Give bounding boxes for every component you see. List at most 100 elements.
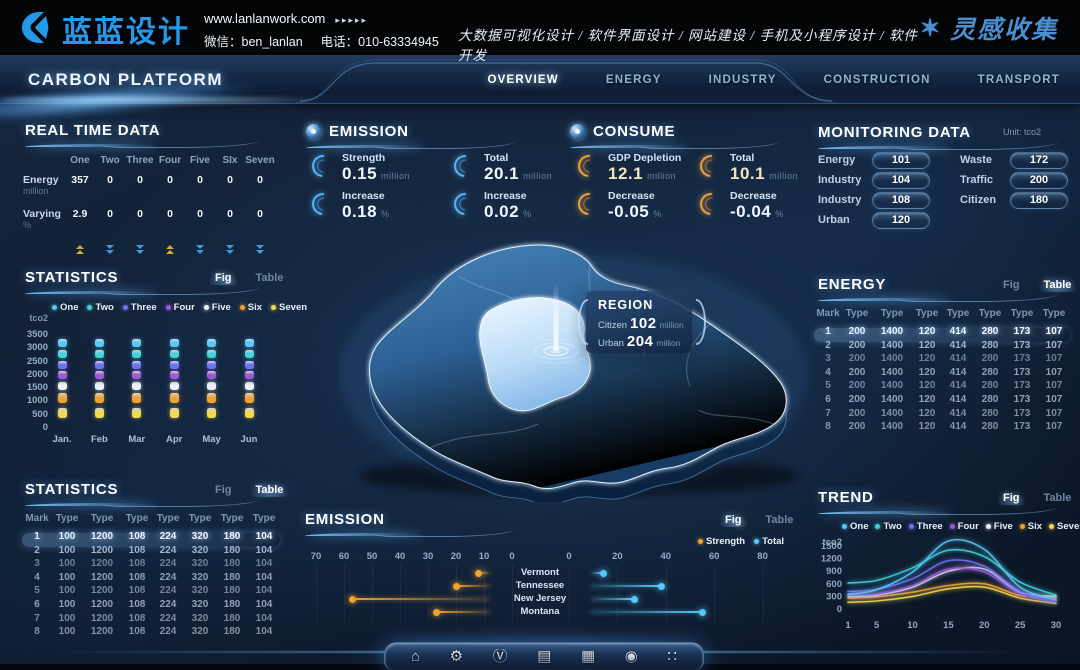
table-cell[interactable]: 173 [1013,407,1031,419]
table-cell[interactable]: 107 [1045,339,1063,351]
table-cell[interactable]: 224 [159,571,177,583]
region-3d-map[interactable] [338,224,820,502]
apps-grid-icon[interactable]: ∷ [667,648,677,665]
table-cell[interactable]: 200 [848,339,866,351]
table-cell[interactable]: 8 [825,421,831,433]
table-cell[interactable]: 280 [981,326,999,337]
table-cell[interactable]: 280 [981,407,999,419]
table-cell[interactable]: 224 [159,626,177,638]
emission-fig-tab[interactable]: Fig [718,513,749,527]
table-cell[interactable]: 1 [825,326,831,337]
legend-item-seven[interactable]: Seven [271,302,307,313]
table-cell[interactable]: 1200 [90,571,114,583]
trend-table-tab[interactable]: Table [1043,492,1072,504]
legend-item-one[interactable]: One [842,521,868,532]
table-cell[interactable]: 120 [918,393,936,405]
table-cell[interactable]: 8 [34,626,40,638]
table-cell[interactable]: 1400 [880,393,904,405]
table-cell[interactable]: 100 [58,585,76,597]
trend-fig-tab[interactable]: Fig [996,491,1027,505]
table-cell[interactable]: 1 [34,531,40,542]
table-cell[interactable]: 414 [949,339,967,351]
table-cell[interactable]: 320 [191,544,209,556]
table-cell[interactable]: 1400 [880,326,904,337]
legend-item-five[interactable]: Five [203,302,231,313]
table-cell[interactable]: 107 [1045,380,1063,392]
statistics-table-tab[interactable]: Table [255,272,284,284]
statistics2-fig-tab[interactable]: Fig [215,484,232,496]
table-cell[interactable]: 7 [825,407,831,419]
table-cell[interactable]: 180 [223,612,241,624]
table-cell[interactable]: 104 [255,531,273,542]
table-cell[interactable]: 414 [949,407,967,419]
table-cell[interactable]: 200 [848,393,866,405]
table-cell[interactable]: 224 [159,598,177,610]
table-cell[interactable]: 108 [128,626,146,638]
table-cell[interactable]: 104 [255,571,273,583]
tab-industry[interactable]: INDUSTRY [708,73,777,86]
table-cell[interactable]: 180 [223,558,241,570]
table-cell[interactable]: 5 [825,380,831,392]
table-cell[interactable]: 108 [128,571,146,583]
table-cell[interactable]: 104 [255,612,273,624]
table-cell[interactable]: 108 [128,585,146,597]
table-cell[interactable]: 414 [949,380,967,392]
presentation-chart-icon[interactable]: ▦ [580,648,596,665]
table-cell[interactable]: 200 [848,421,866,433]
table-cell[interactable]: 5 [34,585,40,597]
table-cell[interactable]: 280 [981,339,999,351]
table-cell[interactable]: 224 [159,531,177,542]
emission-table-tab[interactable]: Table [765,514,794,526]
table-cell[interactable]: 104 [255,558,273,570]
table-cell[interactable]: 320 [191,612,209,624]
table-cell[interactable]: 104 [255,626,273,638]
legend-item-seven[interactable]: Seven [1049,521,1080,532]
table-cell[interactable]: 200 [848,366,866,378]
statistics2-table-tab[interactable]: Table [248,483,291,497]
table-cell[interactable]: 414 [949,421,967,433]
table-cell[interactable]: 320 [191,571,209,583]
table-cell[interactable]: 100 [58,571,76,583]
table-cell[interactable]: 414 [949,353,967,365]
legend-item-two[interactable]: Two [87,302,114,313]
table-cell[interactable]: 1400 [880,380,904,392]
table-cell[interactable]: 1400 [880,353,904,365]
table-cell[interactable]: 200 [848,407,866,419]
table-cell[interactable]: 320 [191,585,209,597]
table-cell[interactable]: 104 [255,598,273,610]
table-cell[interactable]: 224 [159,612,177,624]
table-cell[interactable]: 180 [223,544,241,556]
table-cell[interactable]: 120 [918,421,936,433]
table-cell[interactable]: 1200 [90,585,114,597]
table-cell[interactable]: 320 [191,558,209,570]
table-cell[interactable]: 100 [58,544,76,556]
table-cell[interactable]: 4 [825,366,831,378]
table-cell[interactable]: 100 [58,531,76,542]
table-cell[interactable]: 280 [981,353,999,365]
table-cell[interactable]: 1200 [90,544,114,556]
legend-item-four[interactable]: Four [949,521,979,532]
table-cell[interactable]: 107 [1045,407,1063,419]
table-cell[interactable]: 200 [848,353,866,365]
nut-icon[interactable]: ◉ [624,648,638,665]
server-icon[interactable]: ▤ [537,648,552,665]
table-cell[interactable]: 100 [58,626,76,638]
table-cell[interactable]: 173 [1013,366,1031,378]
table-cell[interactable]: 1400 [880,421,904,433]
table-cell[interactable]: 280 [981,393,999,405]
table-cell[interactable]: 200 [848,380,866,392]
home-icon[interactable]: ⌂ [411,648,421,665]
table-cell[interactable]: 120 [918,339,936,351]
table-cell[interactable]: 1200 [90,558,114,570]
table-cell[interactable]: 1200 [90,626,114,638]
legend-item-six[interactable]: Six [1019,521,1042,532]
table-cell[interactable]: 320 [191,598,209,610]
table-cell[interactable]: 180 [223,626,241,638]
table-cell[interactable]: 107 [1045,366,1063,378]
table-cell[interactable]: 2 [34,544,40,556]
table-cell[interactable]: 224 [159,544,177,556]
table-cell[interactable]: 3 [34,558,40,570]
table-cell[interactable]: 1200 [90,598,114,610]
table-cell[interactable]: 120 [918,407,936,419]
table-cell[interactable]: 180 [223,585,241,597]
